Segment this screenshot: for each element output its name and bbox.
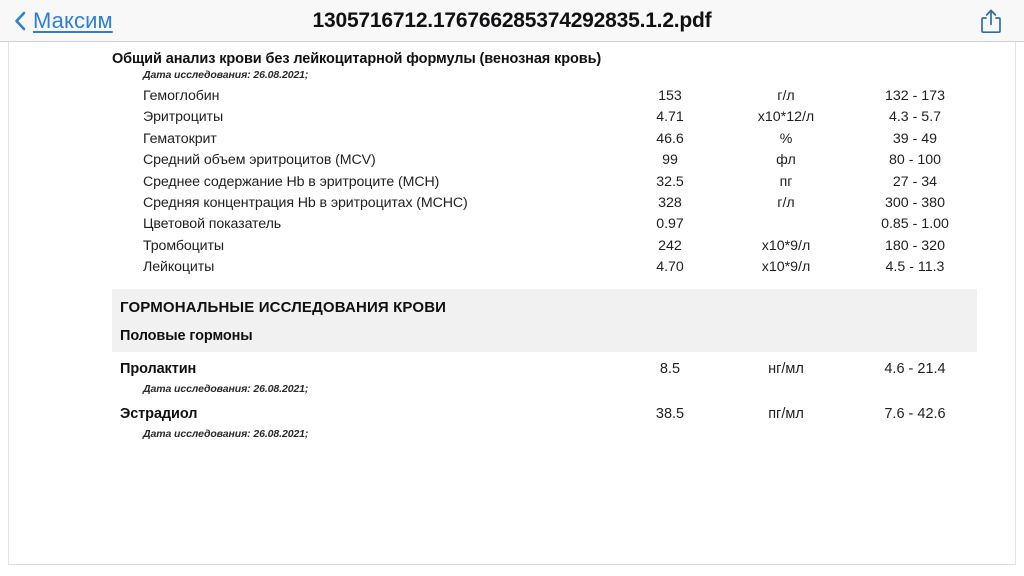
analyte-value: 328 (658, 194, 682, 211)
analyte-name: Цветовой показатель (143, 216, 282, 233)
analyte-range: 300 - 380 (885, 194, 945, 211)
back-button[interactable]: Максим (14, 8, 113, 34)
hormone-subsection-title: Половые гормоны (120, 327, 253, 344)
analyte-value: 0.97 (656, 216, 684, 233)
analyte-range: 0.85 - 1.00 (881, 216, 949, 233)
analyte-name: Эритроциты (143, 109, 224, 126)
analyte-value: 32.5 (656, 173, 684, 190)
back-button-label: Максим (33, 7, 113, 33)
pdf-scroll-view[interactable]: Общий анализ крови без лейкоцитарной фор… (0, 42, 1024, 576)
hormone-section-band: ГОРМОНАЛЬНЫЕ ИССЛЕДОВАНИЯ КРОВИ Половые … (112, 288, 977, 352)
analyte-unit: % (779, 130, 793, 147)
analyte-name: Пролактин (120, 360, 197, 377)
analyte-unit: фл (776, 152, 796, 169)
table-row: Цветовой показатель 0.97 0.85 - 1.00 (9, 216, 1015, 237)
analyte-name: Гемоглобин (143, 88, 220, 104)
analyte-name: Средняя концентрация Hb в эритроцитах (M… (143, 194, 468, 211)
document-title: 1305716712.176766285374292835.1.2.pdf (312, 8, 712, 32)
table-row: Средняя концентрация Hb в эритроцитах (M… (9, 195, 1015, 216)
analyte-name: Лейкоциты (143, 259, 215, 276)
analyte-unit: г/л (777, 194, 795, 211)
analyte-unit: х10*9/л (761, 237, 811, 254)
table-row: Эстрадиол 38.5 пг/мл 7.6 - 42.6 (9, 406, 1015, 426)
analyte-range: 80 - 100 (888, 152, 942, 169)
hormone-results: Пролактин 8.5 нг/мл 4.6 - 21.4 Дата иссл… (9, 361, 1015, 442)
analyte-value: 99 (662, 152, 678, 169)
row-gap (9, 397, 1015, 406)
analyte-name: Гематокрит (143, 130, 217, 147)
analyte-value: 153 (658, 88, 682, 104)
analyte-range: 180 - 320 (885, 237, 945, 254)
chevron-left-icon (15, 11, 26, 30)
analyte-study-date: Дата исследования: 26.08.2021; (143, 382, 309, 395)
analyte-value: 4.71 (656, 109, 684, 126)
analyte-value: 4.70 (656, 259, 684, 276)
analyte-range: 7.6 - 42.6 (884, 405, 946, 422)
navigation-bar: Максим 1305716712.176766285374292835.1.2… (0, 0, 1024, 42)
analyte-value: 8.5 (659, 360, 681, 377)
table-row: Лейкоциты 4.70 х10*9/л 4.5 - 11.3 (9, 259, 1015, 280)
analyte-unit: г/л (777, 88, 795, 104)
pdf-page: Общий анализ крови без лейкоцитарной фор… (8, 42, 1016, 565)
analyte-range: 132 - 173 (885, 88, 945, 104)
panel-study-date: Дата исследования: 26.08.2021; (143, 69, 309, 81)
analyte-name: Тромбоциты (143, 237, 225, 254)
share-button[interactable] (980, 8, 1002, 34)
analyte-range: 39 - 49 (892, 130, 938, 147)
analyte-unit: х10*9/л (761, 259, 811, 276)
table-row: Тромбоциты 242 х10*9/л 180 - 320 (9, 238, 1015, 259)
table-row: Гематокрит 46.6 % 39 - 49 (9, 131, 1015, 152)
analyte-unit: нг/мл (768, 360, 804, 377)
hormone-section-title: ГОРМОНАЛЬНЫЕ ИССЛЕДОВАНИЯ КРОВИ (120, 298, 447, 316)
table-row: Гемоглобин 153 г/л 132 - 173 (9, 88, 1015, 109)
analyte-range: 4.3 - 5.7 (888, 109, 942, 126)
table-row: Пролактин 8.5 нг/мл 4.6 - 21.4 (9, 361, 1015, 381)
analyte-unit: х10*12/л (757, 109, 815, 126)
analyte-name: Средний объем эритроцитов (MCV) (143, 152, 376, 169)
analyte-unit: пг/мл (768, 405, 804, 422)
analyte-study-date: Дата исследования: 26.08.2021; (143, 427, 309, 440)
analyte-range: 27 - 34 (892, 173, 938, 190)
document-body: Общий анализ крови без лейкоцитарной фор… (9, 42, 1015, 442)
table-row: Среднее содержание Hb в эритроците (MCH)… (9, 174, 1015, 195)
analyte-value: 46.6 (656, 130, 684, 147)
analyte-name: Эстрадиол (120, 405, 198, 422)
analyte-range: 4.6 - 21.4 (884, 360, 946, 377)
analyte-value: 38.5 (655, 405, 685, 422)
analyte-value: 242 (658, 237, 682, 254)
analyte-unit: пг (779, 173, 793, 190)
analyte-name: Среднее содержание Hb в эритроците (MCH) (143, 173, 440, 190)
share-icon (981, 9, 1001, 33)
table-row: Средний объем эритроцитов (MCV) 99 фл 80… (9, 152, 1015, 173)
results-table: Гемоглобин 153 г/л 132 - 173 Эритроциты … (9, 88, 1015, 281)
table-row: Эритроциты 4.71 х10*12/л 4.3 - 5.7 (9, 109, 1015, 130)
analyte-range: 4.5 - 11.3 (885, 259, 945, 276)
panel-title: Общий анализ крови без лейкоцитарной фор… (112, 51, 602, 67)
